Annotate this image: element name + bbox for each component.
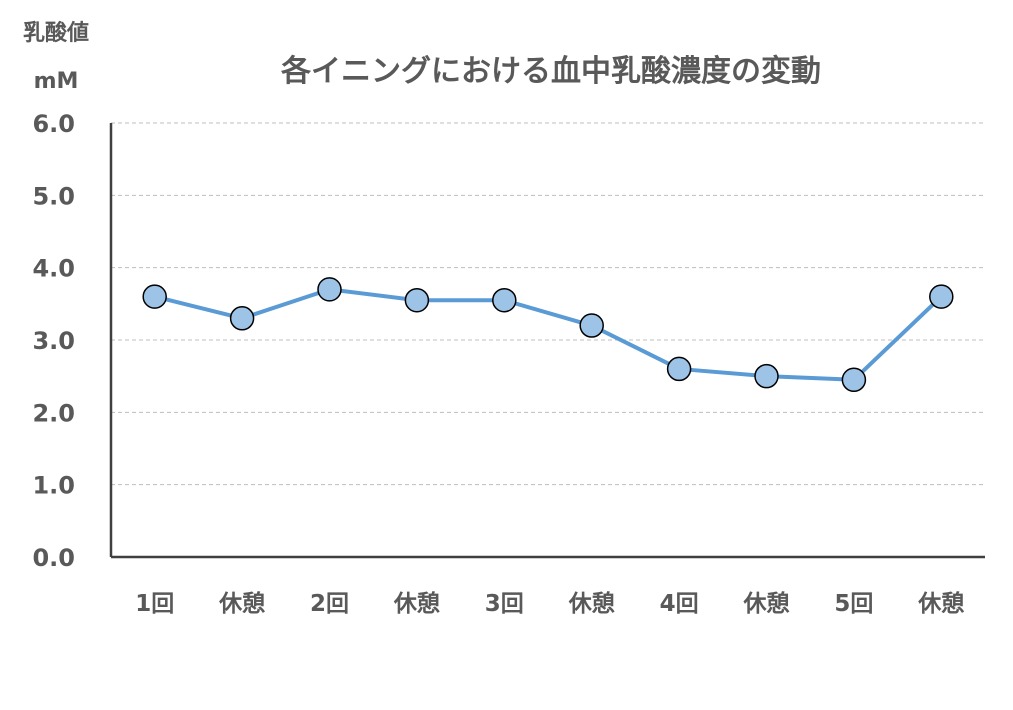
x-tick-label: 休憩	[568, 590, 615, 617]
x-tick-label: 4回	[660, 591, 699, 617]
data-point	[142, 284, 167, 309]
x-tick-label: 休憩	[393, 590, 440, 617]
x-tick-label: 3回	[485, 591, 524, 617]
data-point	[841, 367, 867, 393]
data-series	[142, 277, 954, 393]
x-tick-label: 休憩	[917, 590, 964, 617]
x-tick-labels: 1回 休憩 2回 休憩 3回 休憩 4回 休憩 5回 休憩	[135, 590, 964, 617]
y-axis-label-line1: 乳酸値	[23, 20, 89, 46]
data-point	[404, 287, 430, 313]
data-point	[579, 313, 604, 338]
y-tick-label: 6.0	[32, 110, 75, 138]
y-tick-label: 5.0	[32, 182, 75, 210]
grid-lines	[111, 122, 985, 486]
y-tick-labels: 0.0 1.0 2.0 3.0 4.0 5.0 6.0	[32, 110, 75, 572]
x-tick-label: 5回	[834, 591, 873, 617]
x-tick-label: 1回	[135, 591, 174, 617]
chart-title: 各イニングにおける血中乳酸濃度の変動	[280, 54, 821, 89]
y-tick-label: 4.0	[32, 255, 75, 283]
data-point	[317, 277, 342, 302]
x-tick-label: 休憩	[218, 590, 265, 617]
axes	[109, 123, 985, 559]
series-line	[154, 287, 943, 382]
y-tick-label: 3.0	[32, 327, 75, 355]
y-tick-label: 2.0	[32, 399, 75, 427]
y-tick-label: 0.0	[32, 544, 75, 572]
data-point	[229, 306, 255, 331]
y-axis-label-unit: mM	[34, 69, 79, 94]
data-point	[492, 287, 517, 313]
x-tick-label: 休憩	[743, 590, 790, 617]
data-point	[666, 356, 692, 382]
y-tick-label: 1.0	[32, 472, 75, 500]
x-tick-label: 2回	[310, 591, 349, 617]
data-point	[929, 284, 954, 309]
data-point	[754, 363, 779, 389]
